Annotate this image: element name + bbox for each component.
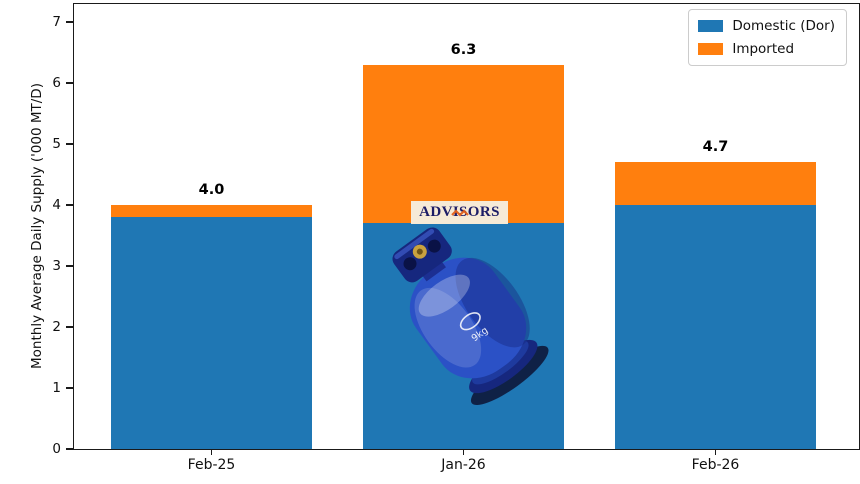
y-tick-label: 4 — [52, 197, 61, 213]
legend-item-domestic: Domestic (Dor) — [698, 18, 835, 34]
legend-label-imported: Imported — [732, 41, 795, 57]
lpg-cylinder-image: 9kg — [392, 227, 549, 406]
x-tick-mark — [462, 450, 465, 455]
legend-swatch-domestic — [698, 20, 724, 32]
y-tick-mark — [66, 387, 73, 389]
y-tick-mark — [66, 204, 73, 206]
x-tick-label: Jan-26 — [441, 457, 486, 473]
legend: Domestic (Dor) Imported — [688, 9, 847, 66]
y-tick-label: 6 — [52, 75, 61, 91]
legend-item-imported: Imported — [698, 41, 835, 57]
y-tick-label: 1 — [52, 380, 61, 396]
y-tick-mark — [66, 21, 73, 23]
bar-total-label: 6.3 — [450, 41, 477, 58]
bar-segment-domestic — [111, 217, 312, 449]
x-tick-mark — [714, 450, 717, 455]
plot-area: ADVISORS 9k — [52, 3, 860, 473]
watermark-accent-mark — [450, 209, 469, 217]
watermark-advisors: ADVISORS — [411, 201, 508, 224]
bar-segment-imported — [111, 205, 312, 218]
cylinder-body — [409, 257, 527, 379]
y-tick-label: 3 — [52, 258, 61, 274]
bar-segment-domestic — [615, 205, 816, 449]
y-tick-label: 5 — [52, 136, 61, 152]
watermark-text: ADVISORS — [419, 204, 500, 220]
legend-label-domestic: Domestic (Dor) — [732, 18, 835, 34]
y-tick-mark — [66, 326, 73, 328]
x-tick-mark — [210, 450, 213, 455]
y-tick-mark — [66, 448, 73, 450]
bar-total-label: 4.7 — [702, 139, 729, 156]
y-tick-label: 2 — [52, 319, 61, 335]
cylinder-logo-oval — [459, 312, 481, 331]
y-tick-label: 0 — [52, 441, 61, 457]
bar-segment-imported — [363, 64, 564, 224]
y-tick-mark — [66, 143, 73, 145]
x-tick-label: Feb-26 — [691, 457, 740, 473]
y-tick-mark — [66, 265, 73, 267]
bar-segment-imported — [615, 162, 816, 205]
y-tick-mark — [66, 82, 73, 84]
legend-swatch-imported — [698, 43, 724, 55]
y-tick-label: 7 — [52, 14, 61, 30]
x-tick-label: Feb-25 — [187, 457, 236, 473]
bar-total-label: 4.0 — [198, 182, 225, 198]
